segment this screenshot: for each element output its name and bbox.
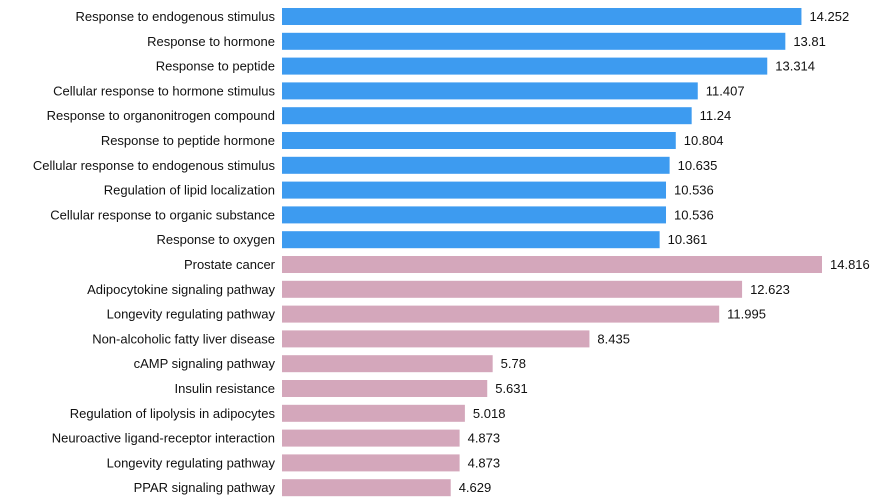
category-label: Response to endogenous stimulus [76, 9, 276, 24]
value-label: 5.018 [473, 406, 506, 421]
value-label: 11.995 [727, 307, 766, 322]
bar [282, 231, 660, 249]
category-label: cAMP signaling pathway [134, 356, 276, 371]
value-label: 4.873 [468, 455, 501, 470]
category-label: Cellular response to endogenous stimulus [33, 158, 276, 173]
value-label: 4.629 [459, 480, 492, 495]
bar [282, 206, 667, 224]
category-label: Neuroactive ligand-receptor interaction [52, 431, 275, 446]
value-label: 5.78 [501, 356, 526, 371]
value-label: 14.252 [809, 9, 849, 24]
value-label: 10.536 [674, 183, 714, 198]
category-label: Response to peptide hormone [101, 133, 275, 148]
bar [282, 280, 743, 298]
category-label: Cellular response to hormone stimulus [53, 83, 275, 98]
category-label: Insulin resistance [175, 381, 275, 396]
bar [282, 429, 460, 447]
value-label: 8.435 [597, 331, 630, 346]
bar [282, 404, 465, 422]
bar [282, 132, 676, 149]
value-label: 13.314 [775, 59, 815, 74]
category-label: Cellular response to organic substance [50, 207, 275, 222]
value-label: 12.623 [750, 282, 790, 297]
category-label: Response to organonitrogen compound [47, 108, 275, 123]
value-label: 11.24 [700, 108, 732, 123]
bar [282, 330, 590, 348]
category-label: Longevity regulating pathway [107, 455, 276, 470]
value-label: 13.81 [793, 34, 826, 49]
bar [282, 454, 460, 472]
value-label: 10.635 [678, 158, 718, 173]
value-label: 10.804 [684, 133, 724, 148]
bar [282, 107, 692, 125]
bar [282, 8, 802, 25]
bar [282, 82, 698, 100]
category-label: Adipocytokine signaling pathway [87, 282, 275, 297]
bar [282, 380, 488, 397]
category-label: Prostate cancer [184, 257, 276, 272]
category-label: Longevity regulating pathway [107, 307, 276, 322]
value-label: 10.361 [668, 232, 708, 247]
category-label: Response to hormone [147, 34, 275, 49]
category-label: Regulation of lipid localization [104, 183, 275, 198]
bar [282, 355, 493, 373]
value-label: 4.873 [468, 431, 501, 446]
bar [282, 479, 451, 497]
bar [282, 305, 720, 323]
category-label: Regulation of lipolysis in adipocytes [70, 406, 276, 421]
value-label: 11.407 [706, 83, 745, 98]
bar [282, 156, 670, 174]
bar [282, 256, 822, 273]
bar [282, 32, 786, 50]
value-label: 14.816 [830, 257, 870, 272]
bar [282, 57, 768, 75]
value-label: 10.536 [674, 207, 714, 222]
bar [282, 181, 667, 199]
category-label: Response to oxygen [156, 232, 275, 247]
value-label: 5.631 [495, 381, 528, 396]
category-label: PPAR signaling pathway [134, 480, 276, 495]
category-label: Non-alcoholic fatty liver disease [92, 331, 275, 346]
category-label: Response to peptide [156, 59, 275, 74]
